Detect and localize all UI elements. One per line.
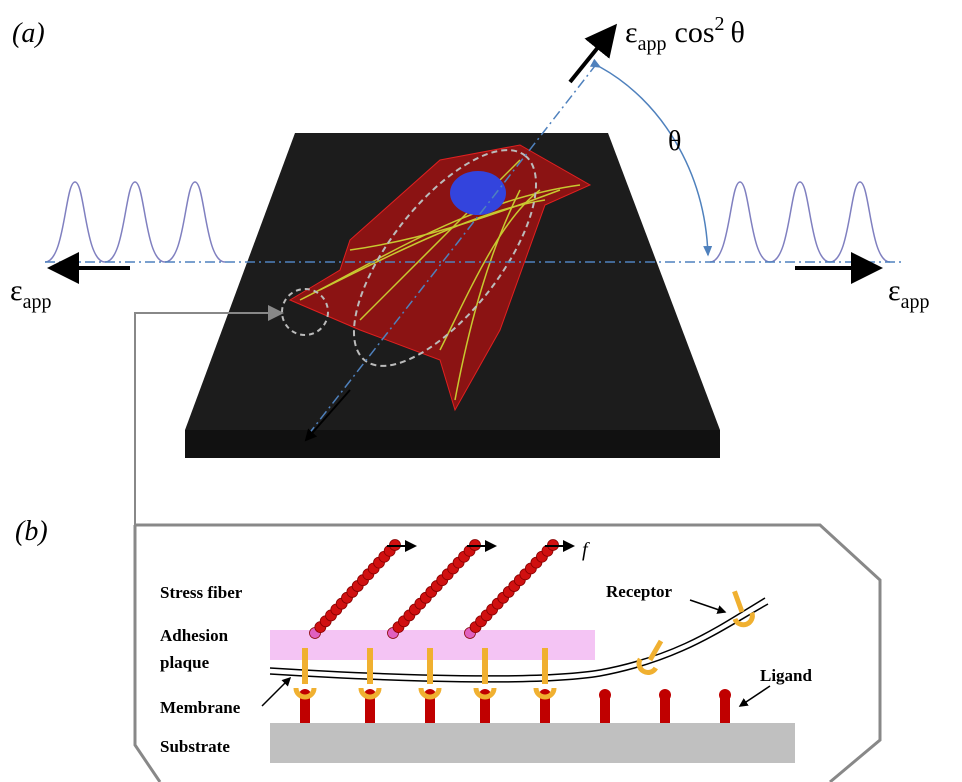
ligand-pointer [740,686,770,706]
plaque-label: plaque [160,653,210,672]
ligand-head [599,689,611,701]
receptor-stem [302,648,308,684]
function: cos [675,16,715,49]
ligand-head [659,689,671,701]
subscript: app [638,33,667,55]
free-receptor [726,588,755,627]
receptor-stem [542,648,548,684]
figure: (a) εappcos2θ θ εapp εapp (b) f Stress f… [0,0,962,782]
panel-label: (a) [12,18,45,49]
superscript: 2 [715,13,725,35]
force-label: f [582,539,590,561]
adhesion-label: Adhesion [160,626,229,645]
substrate-side [185,430,720,458]
angle-label: θ [668,126,681,157]
symbol: ε [10,274,23,307]
strain-left: εapp [10,274,52,313]
receptor-stem [482,648,488,684]
arrow-up [570,30,612,82]
free-receptor [636,636,669,675]
membrane-pointer [262,678,290,706]
symbol: ε [625,16,638,49]
receptor-stem [427,648,433,684]
membrane-label: Membrane [160,698,241,717]
panel-label: (b) [15,516,48,547]
strain-right: εapp [888,274,930,313]
subscript: app [23,291,52,313]
symbol: ε [888,274,901,307]
subscript: app [901,291,930,313]
ligand-head [719,689,731,701]
ligand-label: Ligand [760,666,813,685]
substrate [270,723,795,763]
receptor-stem [367,648,373,684]
wave-right [710,182,890,262]
substrate-label: Substrate [160,737,230,756]
receptor-pointer [690,600,725,612]
receptor-label: Receptor [606,582,673,601]
stress-fiber-label: Stress fiber [160,583,243,602]
wave-left [45,182,225,262]
angle: θ [731,16,745,49]
nucleus [450,171,506,215]
frame-left [135,525,160,782]
